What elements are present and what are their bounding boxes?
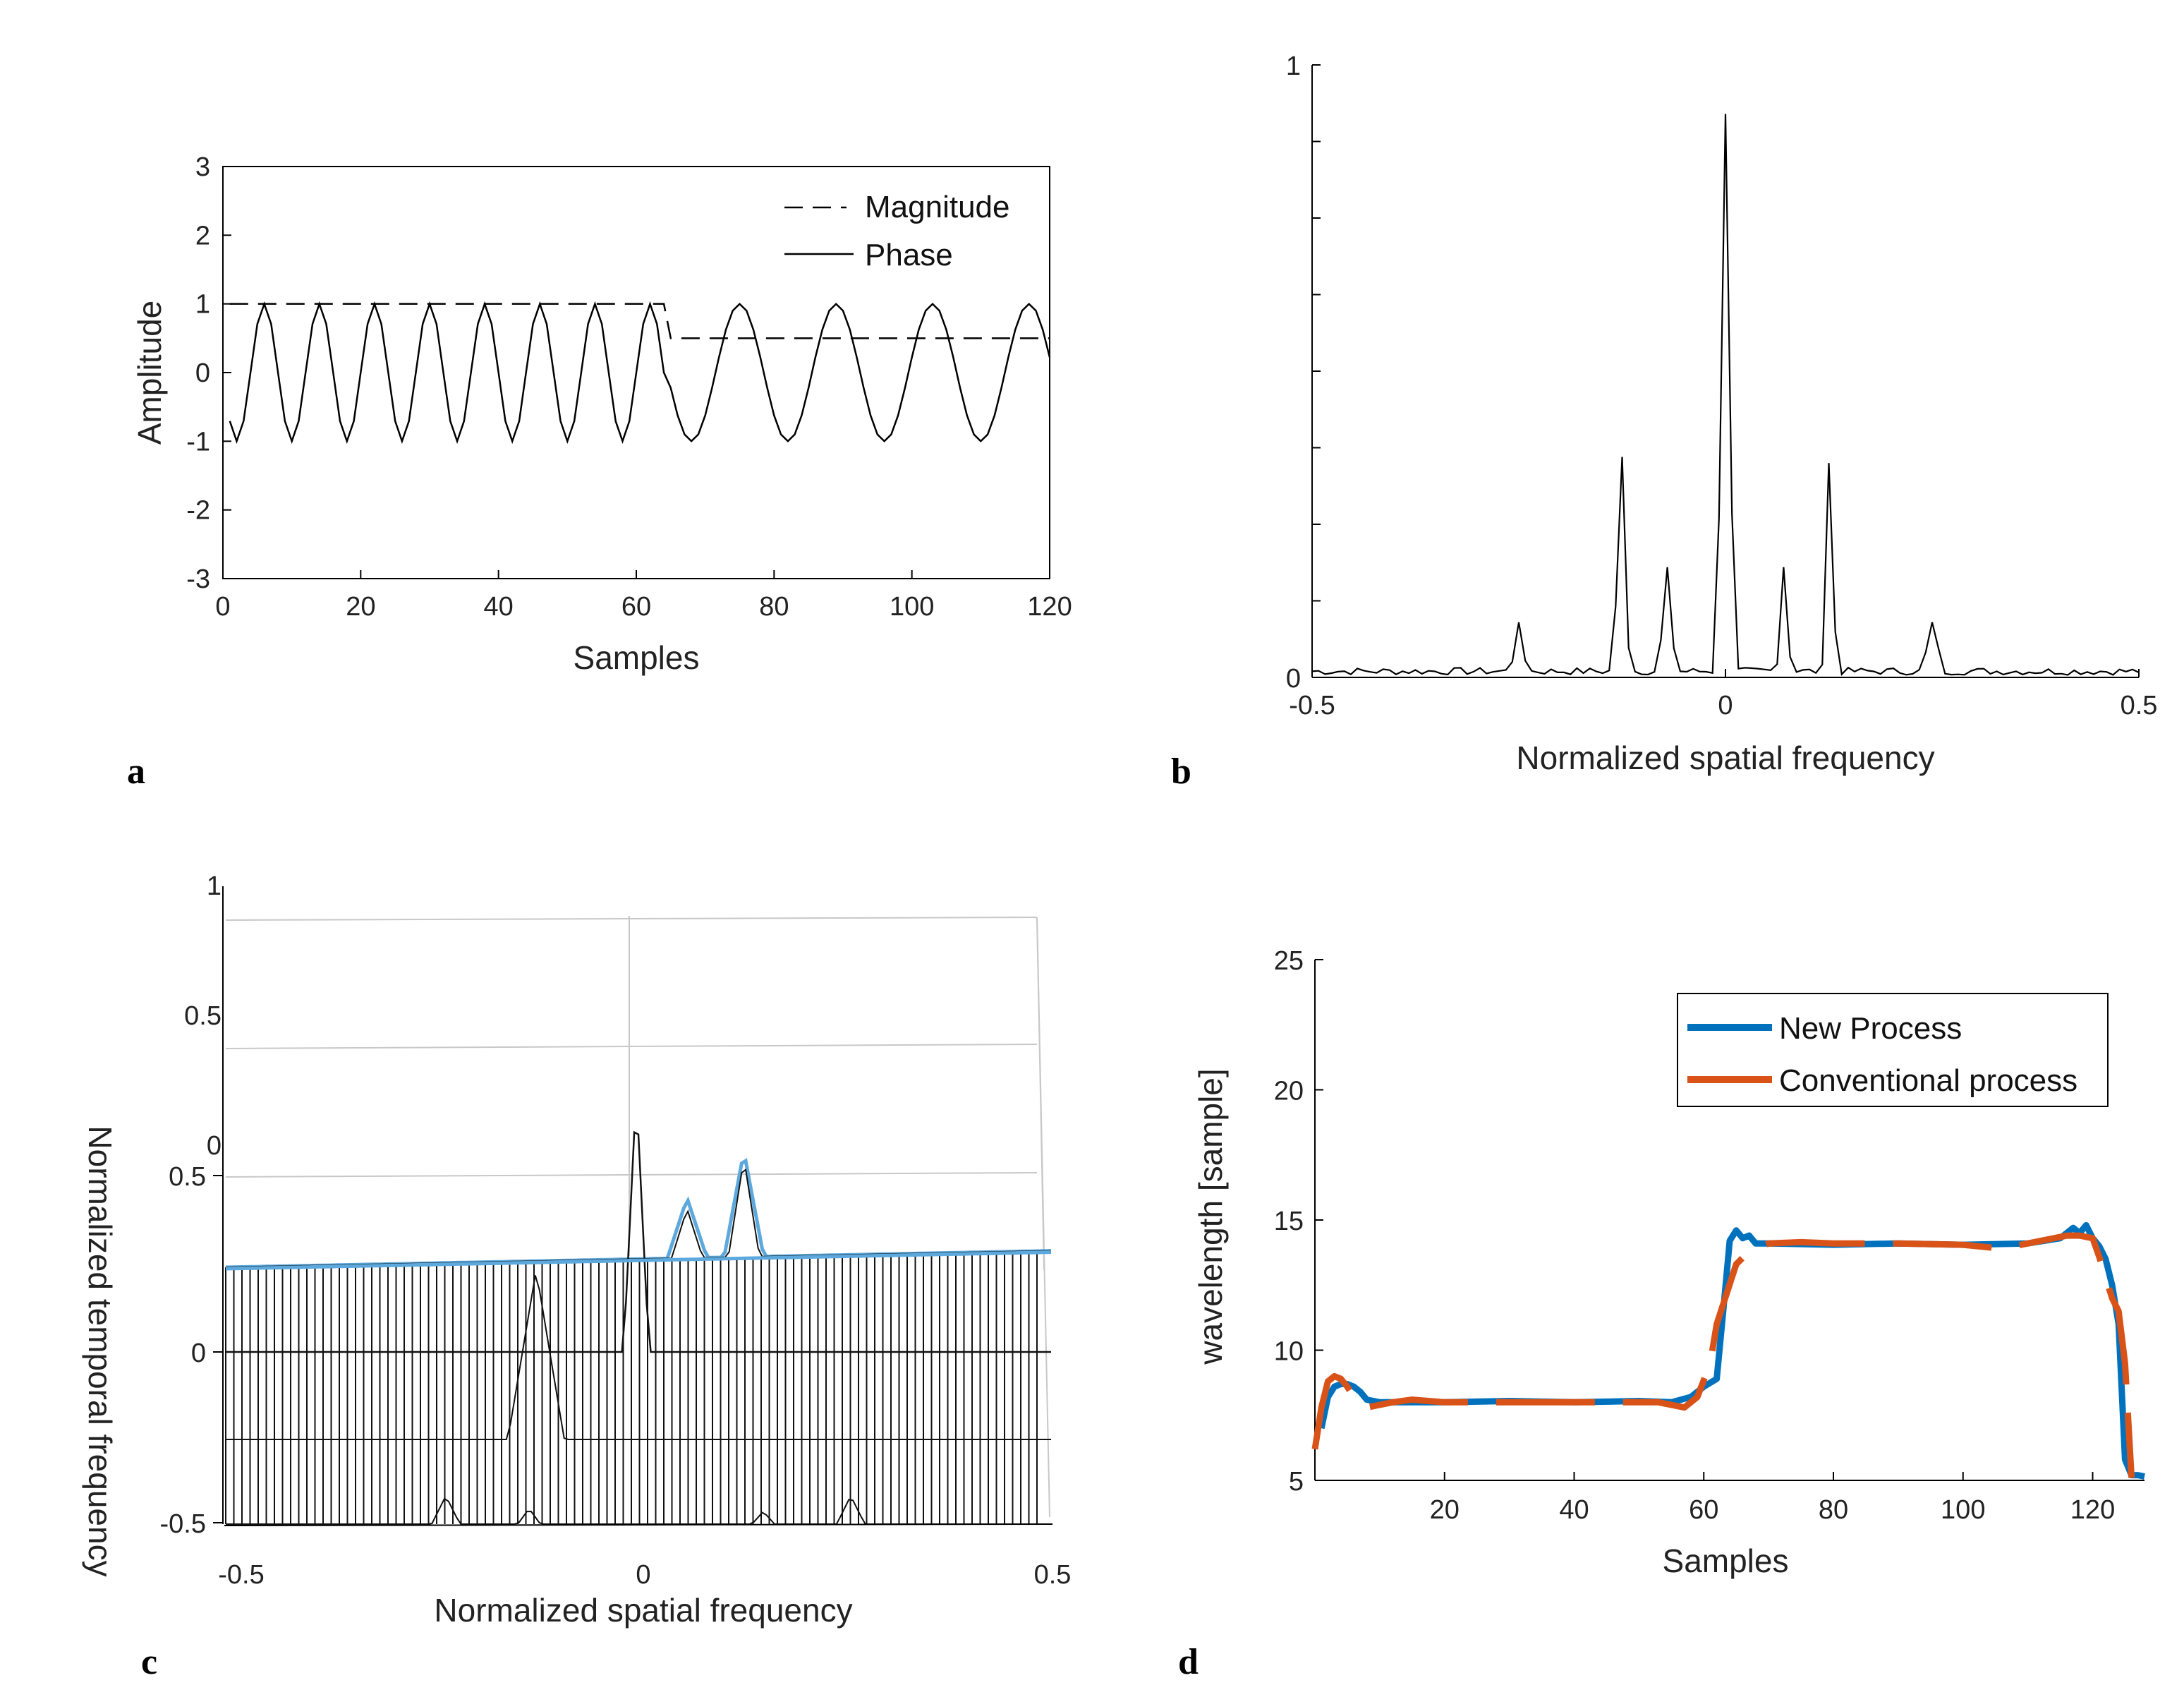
panel-b-xtick-label: 0.5 — [2121, 691, 2158, 720]
panel-c-xlabel: Normalized spatial frequency — [434, 1592, 852, 1629]
panel-d-xtick-label: 80 — [1819, 1495, 1848, 1525]
panel-c-ztick-label: 0.5 — [184, 1001, 222, 1031]
panel-c-xtick-label: 0 — [636, 1560, 650, 1590]
panel-c-ytick-label: 0.5 — [169, 1162, 206, 1192]
ridge-top-black — [225, 1168, 1052, 1268]
panel-b-xtick-label: 0 — [1718, 691, 1733, 720]
panel-b-xlabel: Normalized spatial frequency — [1516, 739, 1934, 776]
panel-c-xtick-label: -0.5 — [218, 1560, 264, 1590]
panel-a-letter: a — [127, 751, 145, 792]
panel-c-xtick-label: 0.5 — [1034, 1560, 1072, 1590]
panel-d-ytick-label: 5 — [1289, 1467, 1304, 1497]
panel-d-legend: New Process Conventional process — [1677, 993, 2109, 1107]
ridge-neg-quarter — [226, 1275, 1051, 1440]
conventional-process-line — [1311, 1232, 2135, 1478]
panel-a-xtick-label: 40 — [484, 592, 514, 622]
panel-d-xtick-label: 120 — [2070, 1495, 2115, 1525]
spectrum-line — [1311, 114, 2140, 676]
panel-d-xtick-label: 60 — [1689, 1495, 1718, 1525]
panel-a-chart: 0 20 40 60 80 100 120 -3 -2 -1 0 1 2 3 Magnitude Phas… — [127, 152, 1072, 792]
panel-a-ytick-label: -3 — [186, 564, 210, 594]
panel-b-ytick-label: 0 — [1286, 664, 1301, 694]
panel-c-ylabel: Normalized temporal frequency — [82, 1125, 119, 1576]
panel-a-ytick-label: -2 — [186, 496, 210, 526]
panel-a-ytick-label: 2 — [195, 221, 210, 250]
grid-line — [225, 1044, 1038, 1049]
phase-line — [229, 301, 1051, 445]
legend-conventional-label: Conventional process — [1779, 1063, 2077, 1098]
panel-a-xtick-label: 60 — [621, 592, 651, 622]
panel-b-chart: -0.5 0 0.501 Normalized spatial frequency … — [1171, 52, 2157, 792]
panel-a-ytick-label: 3 — [195, 152, 210, 182]
panel-a-xtick-label: 100 — [890, 592, 934, 622]
panel-d-xtick-label: 40 — [1559, 1495, 1589, 1525]
panel-c-ztick-label: 0 — [207, 1131, 222, 1161]
panel-d-xlabel: Samples — [1663, 1542, 1789, 1579]
panel-a-xtick-label: 80 — [759, 592, 789, 622]
grid-line — [1036, 917, 1045, 1271]
panel-c-ytick-label: -0.5 — [160, 1509, 206, 1539]
panel-c-letter: c — [141, 1642, 157, 1682]
legend-new-process-label: New Process — [1779, 1011, 1962, 1046]
panel-c-chart: 10.500.50-0.5-0.5 0 0.5 Normalized spatial… — [82, 871, 1071, 1682]
legend-phase-label: Phase — [865, 238, 953, 272]
panel-d-ytick-label: 10 — [1274, 1337, 1304, 1367]
panel-c-ztick-label: 1 — [207, 871, 222, 901]
panel-d-xtick-label: 100 — [1941, 1495, 1985, 1525]
panel-d-chart: 20 40 60 80 100 120 5 10 15 20 25 New Process Conv… — [1178, 946, 2145, 1682]
panel-a-ytick-label: 1 — [195, 290, 210, 320]
panel-b-ytick-label: 1 — [1286, 52, 1301, 81]
new-process-line — [1318, 1221, 2145, 1480]
panel-d-ytick-label: 20 — [1274, 1077, 1304, 1106]
panel-d-ylabel: wavelength [sample] — [1192, 1068, 1229, 1365]
panel-a-xtick-label: 20 — [346, 592, 375, 622]
panel-a-xtick-label: 120 — [1027, 592, 1072, 622]
ridge-zero — [226, 1130, 1051, 1353]
panel-a-xtick-label: 0 — [215, 592, 230, 622]
magnitude-line — [229, 303, 1050, 339]
grid-line — [225, 917, 1038, 921]
panel-a-ylabel: Amplitude — [131, 301, 168, 445]
panel-d-xtick-label: 20 — [1430, 1495, 1460, 1525]
panel-a-ytick-label: -1 — [186, 427, 210, 457]
panel-b-xtick-label: -0.5 — [1289, 691, 1335, 720]
legend-magnitude-label: Magnitude — [865, 190, 1009, 224]
panel-d-ytick-label: 15 — [1274, 1207, 1304, 1236]
panel-c-xaxis — [224, 1523, 1053, 1526]
panel-d-legend-box — [1677, 993, 2109, 1107]
panel-a-ytick-label: 0 — [195, 358, 210, 388]
panel-b-letter: b — [1171, 751, 1191, 792]
ridge-neg-half — [226, 1497, 1051, 1525]
panel-a-xlabel: Samples — [574, 639, 700, 676]
panel-c-ytick-label: 0 — [191, 1339, 206, 1368]
panel-d-ytick-label: 25 — [1274, 946, 1304, 976]
panel-d-letter: d — [1178, 1642, 1199, 1682]
panel-a-legend: Magnitude Phase — [784, 190, 1009, 272]
ridge-top-baseline — [225, 1250, 1052, 1271]
